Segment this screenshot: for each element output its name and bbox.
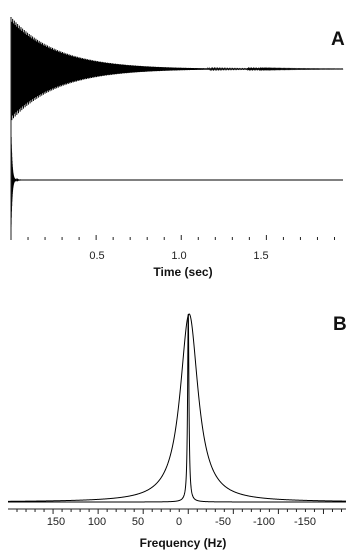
panel-a-chart: 0.5 1.0 1.5 Time (sec) [10,16,344,279]
series-short-decay [10,127,343,228]
x-tick-label-0-5: 0.5 [89,250,104,262]
panel-label-b: B [333,314,347,335]
series-narrow-peak [8,313,346,503]
x-axis-title-a: Time (sec) [153,265,212,279]
x-tick-label-0: 0 [176,516,182,528]
x-axis-ticks-b [16,509,342,514]
panel-label-a: A [331,29,345,50]
x-tick-label-1-5: 1.5 [253,250,268,262]
x-tick-label-neg100: -100 [253,516,275,528]
series-broad-peak [8,313,346,502]
x-tick-label-50: 50 [132,516,144,528]
panel-b-chart: 150 100 50 0 -50 -100 -150 Frequency (Hz… [8,313,346,550]
x-tick-label-1-0: 1.0 [171,250,186,262]
x-tick-label-neg150: -150 [294,516,316,528]
x-tick-label-100: 100 [88,516,106,528]
x-axis-ticks-a [27,235,335,240]
series-long-decay [10,16,344,121]
x-axis-title-b: Frequency (Hz) [140,536,227,550]
x-tick-label-150: 150 [47,516,65,528]
x-tick-label-neg50: -50 [215,516,231,528]
